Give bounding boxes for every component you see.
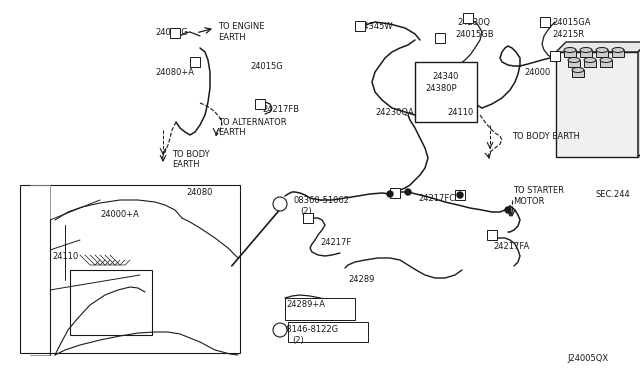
Bar	[190, 57, 200, 67]
Text: 08146-8122G: 08146-8122G	[282, 325, 339, 334]
Text: 24000+A: 24000+A	[100, 210, 139, 219]
Text: 24080: 24080	[186, 188, 212, 197]
Text: 24217FC: 24217FC	[418, 194, 455, 203]
Text: TO ALTERNATOR: TO ALTERNATOR	[218, 118, 287, 127]
Text: 24215R: 24215R	[552, 30, 584, 39]
Ellipse shape	[584, 58, 596, 62]
Bar	[355, 21, 365, 31]
Text: EARTH: EARTH	[172, 160, 200, 169]
Text: 08360-51062: 08360-51062	[294, 196, 350, 205]
Ellipse shape	[612, 48, 624, 52]
Ellipse shape	[596, 48, 608, 52]
Text: SEC.244: SEC.244	[596, 190, 631, 199]
Circle shape	[273, 323, 287, 337]
Circle shape	[405, 189, 411, 195]
Text: (2): (2)	[300, 207, 312, 216]
Text: MOTOR: MOTOR	[513, 197, 545, 206]
Text: 24340: 24340	[432, 72, 458, 81]
Text: 24230Q: 24230Q	[457, 18, 490, 27]
Text: 24080+A: 24080+A	[155, 68, 194, 77]
Bar	[487, 230, 497, 240]
Text: 24110: 24110	[447, 108, 473, 117]
Text: 24015GA: 24015GA	[552, 18, 591, 27]
Text: TO STARTER: TO STARTER	[513, 186, 564, 195]
Text: S: S	[278, 201, 282, 207]
Ellipse shape	[600, 58, 612, 62]
Text: R: R	[277, 327, 283, 333]
Text: TO BODY EARTH: TO BODY EARTH	[512, 132, 580, 141]
Text: 24289: 24289	[348, 275, 374, 284]
Bar	[285, 298, 355, 320]
Circle shape	[387, 191, 393, 197]
Bar	[584, 60, 596, 67]
Text: TO BODY: TO BODY	[172, 150, 210, 159]
Text: 24000: 24000	[524, 68, 550, 77]
Text: 24015G: 24015G	[250, 62, 283, 71]
Ellipse shape	[580, 48, 592, 52]
Text: 24015GB: 24015GB	[455, 30, 493, 39]
Bar	[572, 70, 584, 77]
Bar	[596, 50, 608, 57]
Bar	[390, 188, 400, 198]
Text: 24217FA: 24217FA	[493, 242, 529, 251]
Ellipse shape	[568, 58, 580, 62]
Ellipse shape	[564, 48, 576, 52]
Bar	[170, 28, 180, 38]
Polygon shape	[638, 42, 640, 157]
Text: 24289+A: 24289+A	[286, 300, 325, 309]
Text: 24380P: 24380P	[425, 84, 456, 93]
Text: 24345W: 24345W	[358, 22, 392, 31]
Text: EARTH: EARTH	[218, 128, 246, 137]
Bar	[564, 50, 576, 57]
Bar	[540, 17, 550, 27]
Polygon shape	[556, 42, 640, 52]
Text: EARTH: EARTH	[218, 33, 246, 42]
Bar	[580, 50, 592, 57]
Circle shape	[273, 197, 287, 211]
Text: (2): (2)	[292, 336, 304, 345]
Text: J24005QX: J24005QX	[567, 354, 608, 363]
Bar	[612, 50, 624, 57]
Text: 24110: 24110	[52, 252, 78, 261]
Bar	[568, 60, 580, 67]
Bar	[415, 62, 477, 122]
Text: 24230QA: 24230QA	[375, 108, 413, 117]
Bar	[455, 190, 465, 200]
Bar	[288, 322, 368, 342]
Bar	[600, 60, 612, 67]
Bar	[550, 51, 560, 61]
Text: 24217F: 24217F	[320, 238, 351, 247]
Bar	[70, 270, 152, 335]
Text: 24015G: 24015G	[155, 28, 188, 37]
Bar	[303, 213, 313, 223]
Bar	[435, 33, 445, 43]
Circle shape	[457, 192, 463, 198]
Bar	[463, 13, 473, 23]
Bar	[20, 185, 240, 353]
Ellipse shape	[572, 67, 584, 73]
Text: TO ENGINE: TO ENGINE	[218, 22, 264, 31]
Circle shape	[505, 207, 511, 213]
Bar	[255, 99, 265, 109]
Text: 24217FB: 24217FB	[262, 105, 299, 114]
Bar	[556, 52, 638, 157]
